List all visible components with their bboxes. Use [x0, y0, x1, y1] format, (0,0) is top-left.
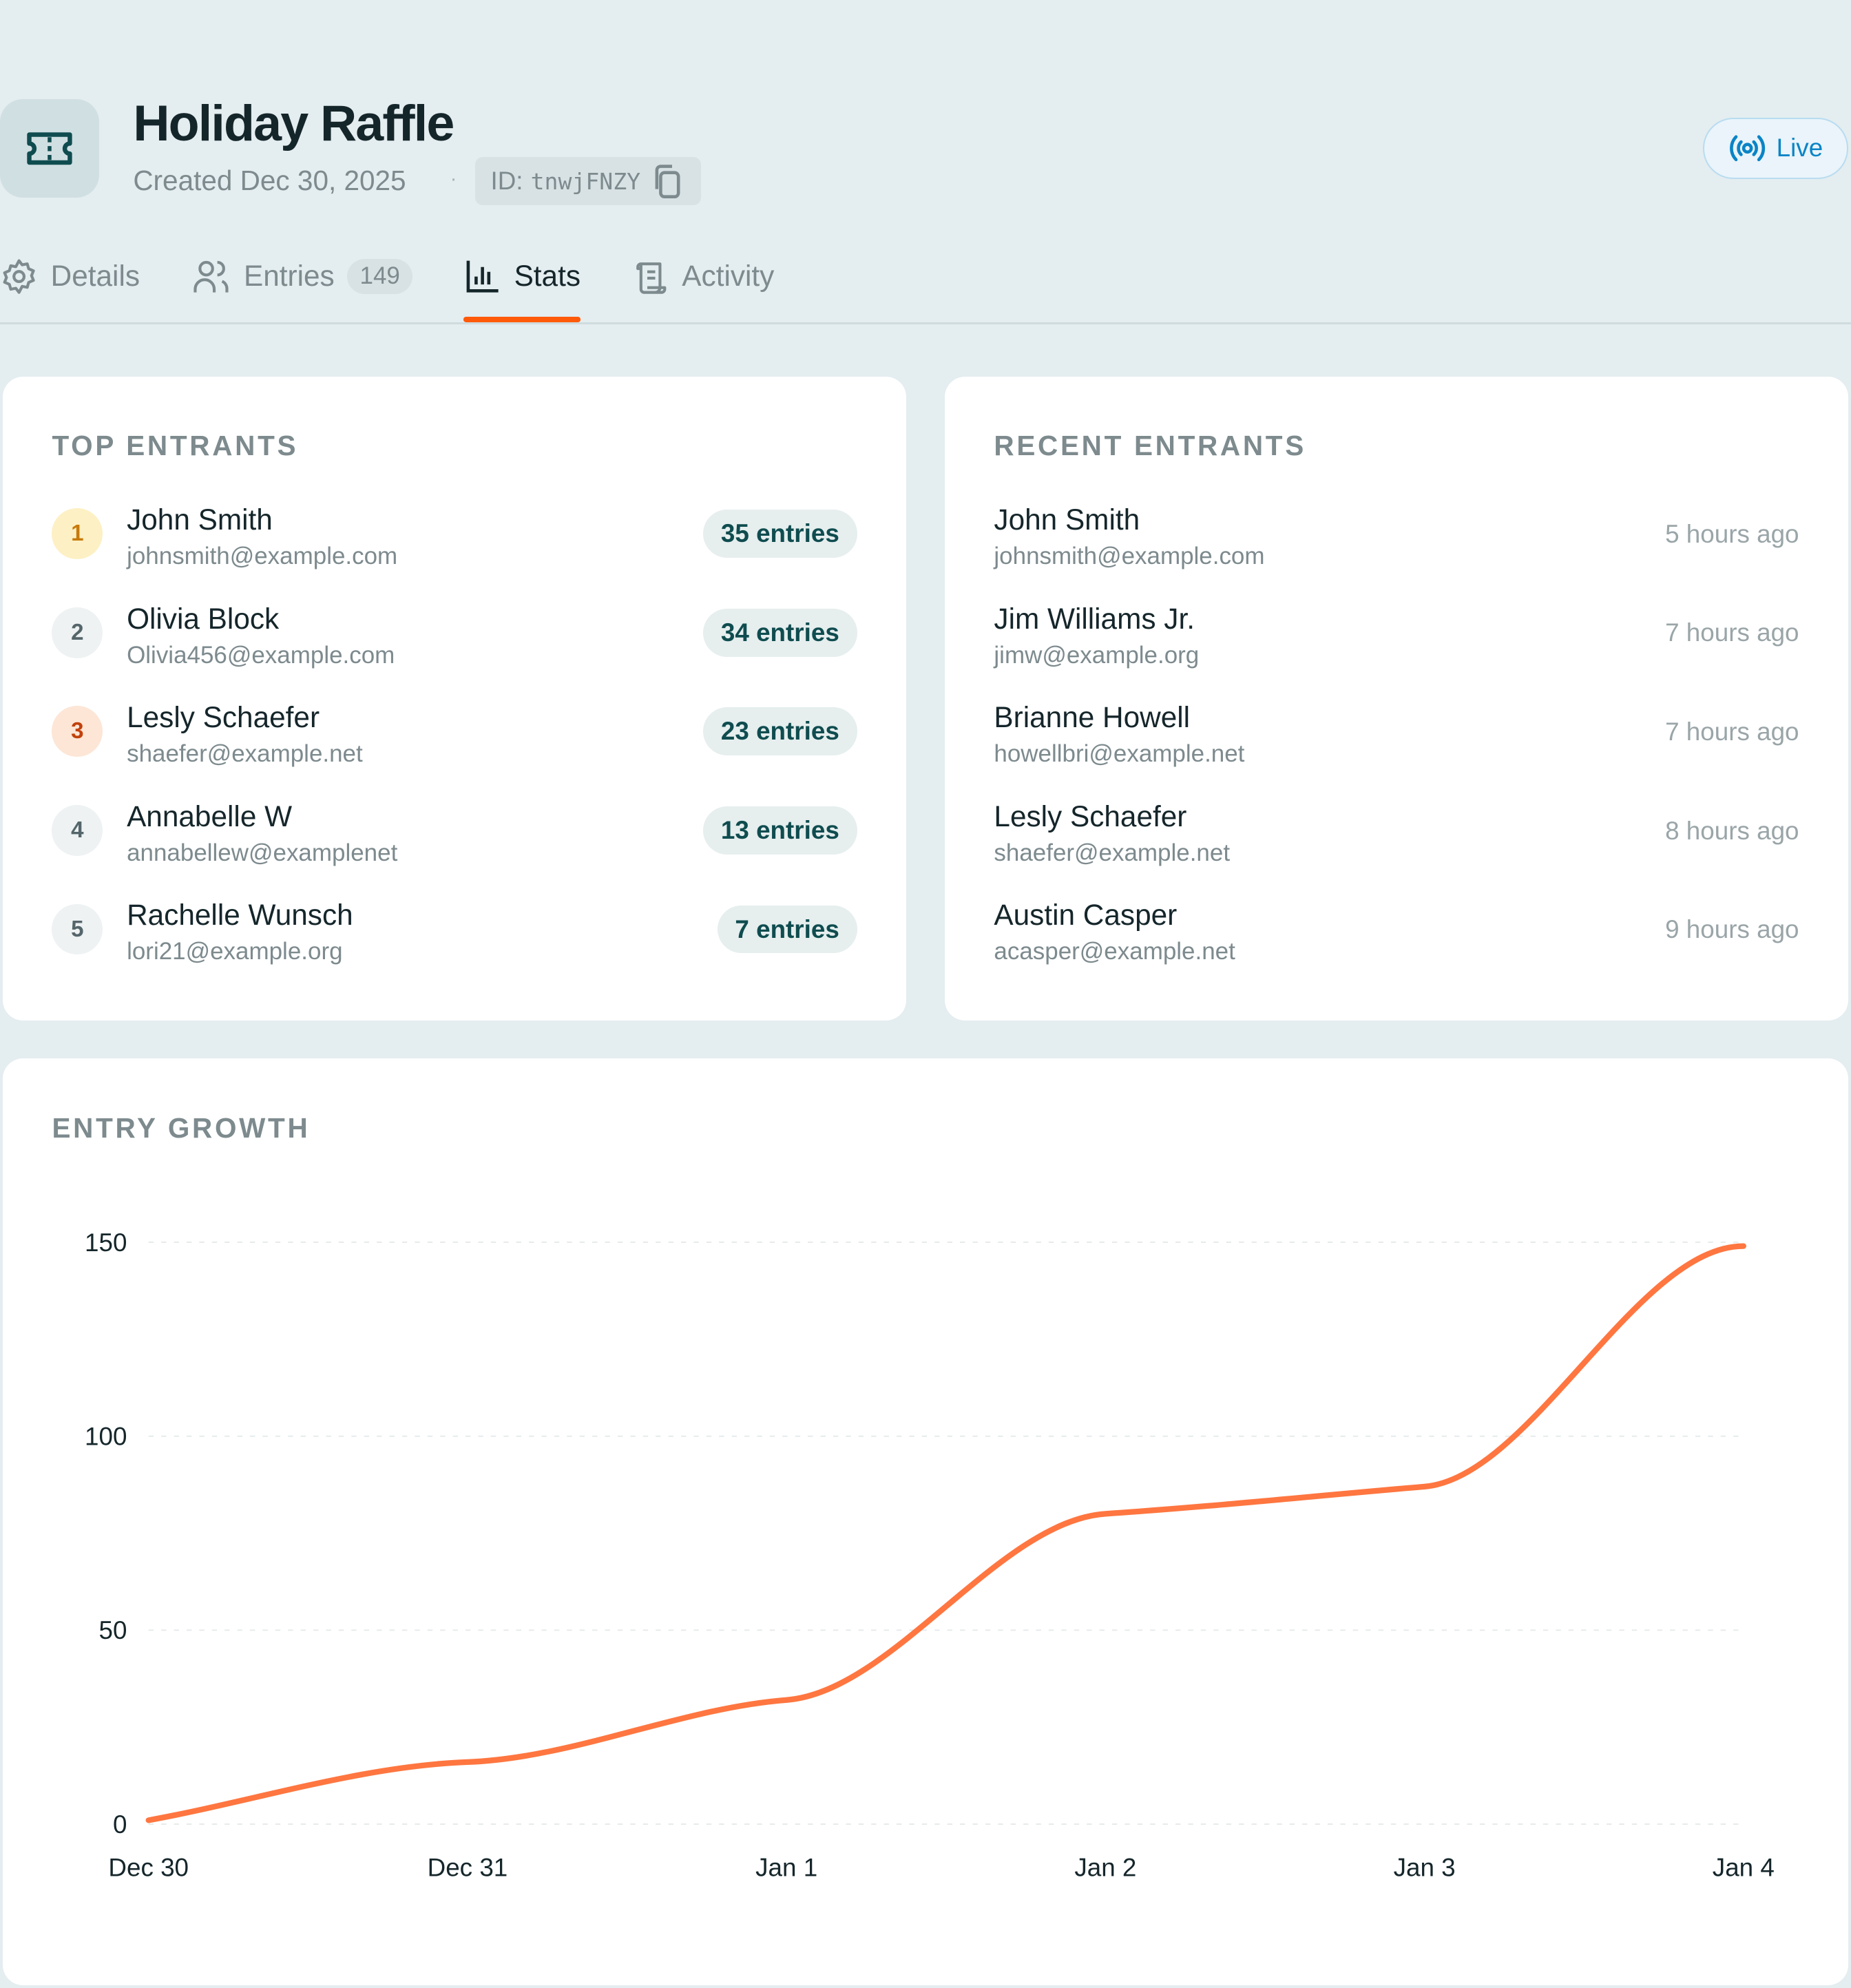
card-title: TOP ENTRANTS	[52, 430, 299, 462]
entry-growth-card: ENTRY GROWTH 0 50 100 150 Dec 30 Dec 31 Jan 1 J…	[2, 1058, 1849, 1986]
entries-badge: 34 entries	[703, 608, 857, 657]
rank-badge: 2	[52, 607, 103, 658]
tab-label: Entries	[243, 260, 335, 293]
entries-badge: 35 entries	[703, 510, 857, 558]
recent-entrant-row[interactable]: Austin Casper acasper@example.net 9 hour…	[994, 899, 1799, 974]
scroll-icon	[636, 262, 667, 294]
entry-time: 8 hours ago	[1665, 816, 1799, 845]
entrant-email: shaefer@example.net	[127, 740, 363, 768]
rank-badge: 5	[52, 903, 103, 955]
tab-label: Stats	[514, 260, 581, 293]
entrant-name: Brianne Howell	[994, 701, 1191, 734]
entrant-name: Olivia Block	[127, 602, 280, 635]
entry-time: 9 hours ago	[1665, 915, 1799, 944]
y-tick-label: 50	[98, 1617, 127, 1645]
entry-time: 7 hours ago	[1665, 618, 1799, 647]
copy-icon[interactable]	[648, 163, 686, 200]
tab-activity[interactable]: Activity	[631, 249, 775, 304]
entries-badge: 13 entries	[703, 806, 857, 855]
entrant-email: Olivia456@example.com	[127, 641, 395, 669]
id-chip[interactable]: ID: tnwjFNZY	[475, 157, 702, 206]
tab-entries[interactable]: Entries 149	[191, 249, 413, 304]
tab-stats[interactable]: Stats	[463, 249, 581, 322]
entrant-name: Rachelle Wunsch	[127, 899, 353, 932]
entrant-email: shaefer@example.net	[994, 839, 1231, 866]
recent-entrant-row[interactable]: John Smith johnsmith@example.com 5 hours…	[994, 503, 1799, 579]
gear-icon	[3, 259, 35, 294]
entrant-name: John Smith	[127, 503, 273, 536]
chart-title: ENTRY GROWTH	[52, 1111, 311, 1144]
id-label: ID:	[490, 167, 523, 196]
entrant-email: acasper@example.net	[994, 938, 1235, 965]
recent-entrant-row[interactable]: Brianne Howell howellbri@example.net 7 h…	[994, 701, 1799, 777]
tab-label: Details	[50, 260, 140, 293]
top-entrant-row[interactable]: 5 Rachelle Wunsch lori21@example.org 7 e…	[52, 899, 857, 974]
bar-chart-icon	[466, 260, 499, 293]
top-entrant-row[interactable]: 2 Olivia Block Olivia456@example.com 34 …	[52, 603, 857, 678]
x-tick-label: Jan 3	[1393, 1854, 1455, 1882]
entry-time: 5 hours ago	[1665, 519, 1799, 548]
top-entrant-row[interactable]: 1 John Smith johnsmith@example.com 35 en…	[52, 503, 857, 579]
tab-details[interactable]: Details	[0, 249, 140, 304]
x-tick-label: Jan 2	[1074, 1854, 1136, 1882]
entrant-name: Lesly Schaefer	[127, 701, 320, 734]
rank-badge: 4	[52, 805, 103, 856]
top-entrant-row[interactable]: 4 Annabelle W annabellew@examplenet 13 e…	[52, 800, 857, 876]
entries-count-badge: 149	[347, 258, 413, 294]
raffle-icon-box	[0, 98, 99, 198]
entrant-email: lori21@example.org	[127, 938, 343, 965]
y-tick-label: 0	[113, 1810, 127, 1839]
entrant-email: annabellew@examplenet	[127, 839, 398, 866]
x-tick-label: Jan 4	[1712, 1854, 1774, 1882]
tab-divider	[0, 322, 1851, 325]
live-status-button[interactable]: Live	[1702, 118, 1849, 179]
top-entrants-card: TOP ENTRANTS 1 John Smith johnsmith@exam…	[2, 376, 907, 1021]
entrant-email: jimw@example.org	[994, 641, 1200, 669]
ticket-icon	[27, 132, 72, 165]
tab-label: Activity	[682, 260, 775, 293]
id-value: tnwjFNZY	[530, 167, 641, 195]
x-tick-label: Dec 30	[108, 1854, 189, 1882]
entrant-name: Austin Casper	[994, 899, 1178, 932]
x-tick-label: Jan 1	[755, 1854, 817, 1882]
entrant-name: Jim Williams Jr.	[994, 602, 1195, 635]
entrant-name: Annabelle W	[127, 799, 293, 833]
users-icon	[194, 260, 229, 293]
rank-badge: 3	[52, 706, 103, 757]
entrant-name: Lesly Schaefer	[994, 799, 1187, 833]
entry-growth-chart: 0 50 100 150 Dec 30 Dec 31 Jan 1 Jan 2 Jan 3 Jan …	[85, 1228, 1775, 1882]
top-entrant-row[interactable]: 3 Lesly Schaefer shaefer@example.net 23 …	[52, 701, 857, 777]
created-date: Created Dec 30, 2025	[133, 165, 406, 197]
rank-badge: 1	[52, 508, 103, 559]
y-tick-label: 100	[85, 1423, 127, 1451]
entrant-email: howellbri@example.net	[994, 740, 1245, 768]
entries-badge: 7 entries	[717, 905, 857, 954]
separator: ·	[450, 167, 457, 191]
entries-badge: 23 entries	[703, 707, 857, 756]
recent-entrant-row[interactable]: Jim Williams Jr. jimw@example.org 7 hour…	[994, 603, 1799, 678]
tab-bar: Details Entries 149 Stats Activity	[0, 249, 825, 324]
entrant-name: John Smith	[994, 503, 1140, 536]
recent-entrant-row[interactable]: Lesly Schaefer shaefer@example.net 8 hou…	[994, 800, 1799, 876]
entrant-email: johnsmith@example.com	[127, 542, 398, 569]
live-label: Live	[1776, 134, 1823, 163]
entrant-email: johnsmith@example.com	[994, 542, 1265, 569]
y-tick-label: 150	[85, 1228, 127, 1257]
x-tick-label: Dec 31	[427, 1854, 508, 1882]
series-line	[145, 1243, 1746, 1823]
entry-time: 7 hours ago	[1665, 718, 1799, 746]
card-title: RECENT ENTRANTS	[994, 430, 1306, 462]
page-title: Holiday Raffle	[133, 94, 454, 152]
recent-entrants-card: RECENT ENTRANTS John Smith johnsmith@exa…	[944, 376, 1849, 1021]
broadcast-icon	[1729, 135, 1765, 162]
